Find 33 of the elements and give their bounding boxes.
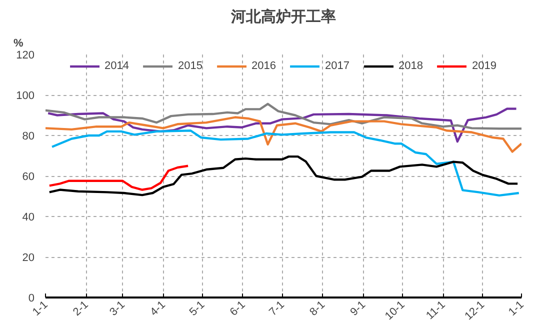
y-tick-label: 20 — [22, 252, 35, 264]
x-tick-label: 3-1 — [108, 298, 128, 318]
line-series — [48, 164, 190, 191]
line-series — [48, 155, 519, 196]
x-tick-label: 7-1 — [267, 298, 287, 318]
y-tick-label: 0 — [28, 292, 35, 304]
x-tick-label: 12-1 — [462, 298, 488, 323]
y-tick-label: 100 — [16, 90, 35, 102]
line-series — [47, 108, 518, 143]
legend-label: 2019 — [472, 60, 496, 72]
chart-title: 河北高炉开工率 — [230, 8, 336, 26]
y-tick-label: 120 — [16, 50, 35, 62]
x-tick-label: 5-1 — [187, 298, 208, 318]
y-tick-label: 60 — [22, 171, 35, 183]
x-tick-label: 4-1 — [148, 298, 168, 318]
line-series — [46, 102, 522, 130]
legend-label: 2014 — [104, 60, 130, 72]
legend-label: 2017 — [325, 60, 350, 72]
y-axis-title: % — [14, 38, 24, 50]
y-tick-label: 80 — [22, 130, 35, 142]
x-tick-label: 1-1 — [506, 298, 526, 318]
x-tick-label: 2-1 — [71, 298, 91, 318]
x-tick-label: 8-1 — [308, 298, 328, 318]
legend-label: 2016 — [252, 60, 276, 72]
x-tick-label: 6-1 — [228, 298, 248, 318]
x-tick-label: 10-1 — [382, 298, 408, 323]
x-tick-label: 9-1 — [348, 298, 368, 318]
line-series — [50, 130, 520, 197]
legend-label: 2018 — [398, 60, 423, 72]
legend-label: 2015 — [178, 60, 203, 72]
line-series — [46, 116, 522, 153]
y-tick-label: 40 — [22, 212, 35, 224]
x-tick-label: 11-1 — [424, 298, 448, 322]
